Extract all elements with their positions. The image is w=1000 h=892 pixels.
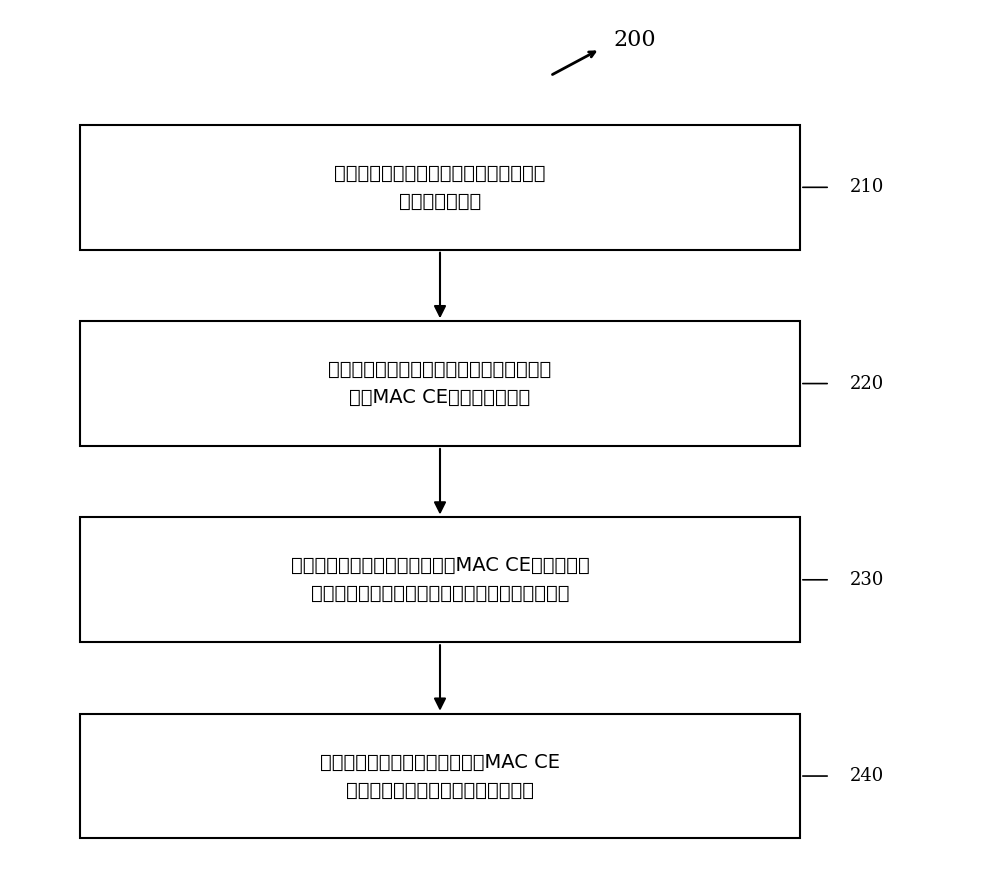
Text: 分别将宏基站和微基站设置为主服务小区
和辅助服务小区: 分别将宏基站和微基站设置为主服务小区 和辅助服务小区 [334, 164, 546, 211]
FancyBboxPatch shape [80, 714, 800, 838]
Text: 对于微基站上的调度资源，第一MAC CE
控制信令优先于数据部分使用并发送: 对于微基站上的调度资源，第一MAC CE 控制信令优先于数据部分使用并发送 [320, 753, 560, 799]
Text: 240: 240 [850, 767, 884, 785]
FancyBboxPatch shape [80, 125, 800, 250]
Text: 宏基站上的调度资源能满足第一MAC CE信令使用时
由宏基站发送；否则所述宏基站将其发送至微基站: 宏基站上的调度资源能满足第一MAC CE信令使用时 由宏基站发送；否则所述宏基站… [291, 557, 589, 603]
FancyBboxPatch shape [80, 517, 800, 642]
Text: 220: 220 [850, 375, 884, 392]
FancyBboxPatch shape [80, 321, 800, 446]
Text: 230: 230 [850, 571, 884, 589]
Text: 210: 210 [850, 178, 884, 196]
Text: 200: 200 [614, 29, 656, 51]
Text: 对于宏基站上的调度资源，控制信令优先于
第一MAC CE信令使用并发送: 对于宏基站上的调度资源，控制信令优先于 第一MAC CE信令使用并发送 [328, 360, 552, 407]
